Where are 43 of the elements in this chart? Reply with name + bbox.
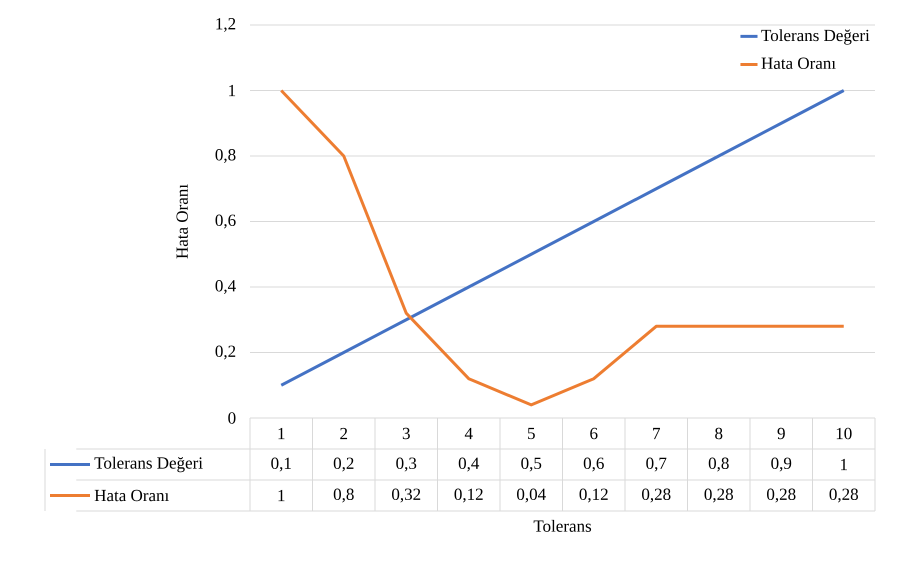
x-tick-label: 8 <box>715 428 722 440</box>
data-label: 0,6 <box>584 458 604 472</box>
legend-label: Hata Oranı <box>762 58 836 69</box>
data-label: 0,9 <box>771 458 792 472</box>
data-label: 0,04 <box>517 488 546 502</box>
data-label: 0,1 <box>271 458 291 472</box>
y-tick-label: 0,6 <box>216 214 236 228</box>
data-label: 0,8 <box>708 458 729 472</box>
data-label: 0,28 <box>704 488 733 502</box>
y-tick-label: 0,4 <box>216 280 236 294</box>
data-label: 0,4 <box>458 458 480 472</box>
x-tick-label: 10 <box>836 428 852 440</box>
data-label: 0,12 <box>580 488 608 502</box>
x-tick-label: 4 <box>464 428 473 440</box>
y-tick-label: 0,2 <box>216 346 236 360</box>
data-label: 0,28 <box>830 488 858 502</box>
y-tick-label: 0 <box>228 412 236 424</box>
data-label: 0,2 <box>334 458 354 472</box>
data-label: 0,12 <box>454 488 483 502</box>
data-label: 0,32 <box>392 488 420 502</box>
x-tick-label: 9 <box>778 428 785 440</box>
x-tick-label: 5 <box>528 428 535 440</box>
x-axis-title: Tolerans <box>534 520 592 532</box>
y-axis-title: Hata Oranı <box>176 184 188 259</box>
x-tick-label: 3 <box>402 428 410 440</box>
data-label: 0,28 <box>767 488 796 502</box>
y-tick-label: 0,8 <box>216 149 236 163</box>
text: Tolerans Değeri <box>94 456 203 472</box>
data-label: 0,28 <box>642 488 670 502</box>
legend-label: Tolerans Değeri <box>761 29 870 45</box>
data-label: 0,3 <box>396 458 416 472</box>
y-tick-label: 1,2 <box>216 18 236 32</box>
data-label: 0,8 <box>334 488 354 502</box>
data-label: 0,7 <box>646 458 666 472</box>
data-label: 1 <box>840 458 847 470</box>
y-tick-label: 1 <box>229 84 236 96</box>
data-label: 1 <box>278 490 284 502</box>
text: Hata Oranı <box>94 490 169 502</box>
x-tick-label: 2 <box>340 428 348 440</box>
x-tick-label: 6 <box>590 428 598 440</box>
data-label: 0,5 <box>521 458 542 472</box>
x-tick-label: 7 <box>653 428 660 440</box>
x-tick-label: 1 <box>278 428 284 440</box>
